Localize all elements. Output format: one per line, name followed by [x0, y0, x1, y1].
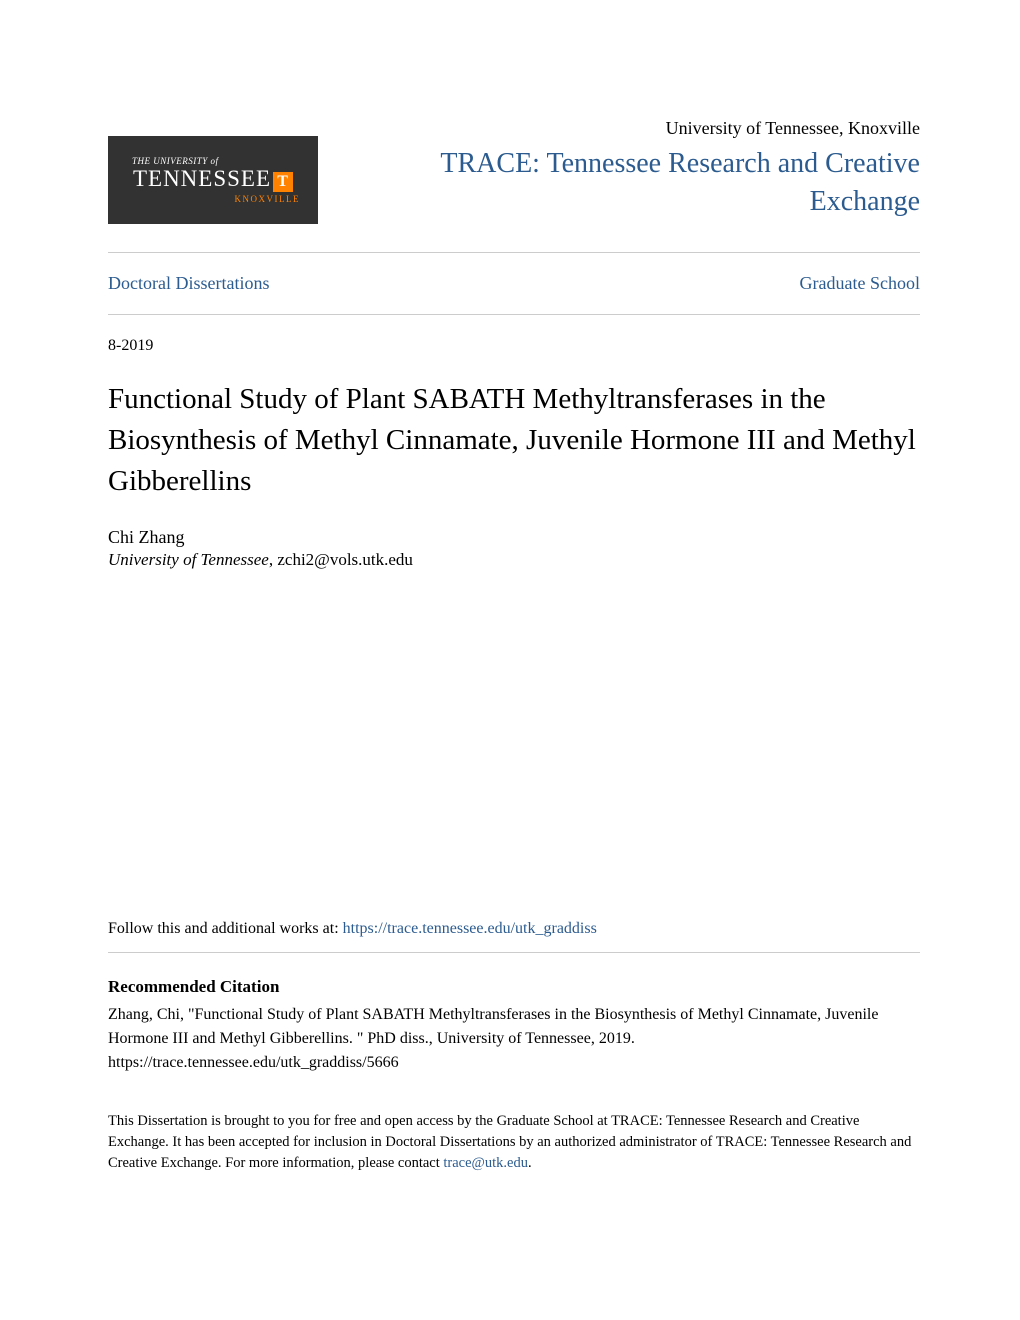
header-text-block: University of Tennessee, Knoxville TRACE…: [368, 118, 920, 221]
follow-prefix: Follow this and additional works at:: [108, 920, 343, 937]
institution-name: University of Tennessee, Knoxville: [368, 118, 920, 139]
document-title: Functional Study of Plant SABATH Methylt…: [108, 379, 920, 503]
author-affiliation: University of Tennessee, zchi2@vols.utk.…: [108, 550, 920, 570]
logo-main: TENNESSEET: [133, 166, 293, 192]
divider-nav: [108, 314, 920, 315]
contact-link[interactable]: trace@utk.edu: [443, 1155, 528, 1171]
logo-pretext: THE UNIVERSITY of: [132, 156, 219, 166]
citation-text: Zhang, Chi, "Functional Study of Plant S…: [108, 1003, 920, 1075]
citation-heading: Recommended Citation: [108, 977, 920, 997]
publication-date: 8-2019: [108, 337, 920, 355]
follow-line: Follow this and additional works at: htt…: [108, 920, 920, 938]
author-institution: University of Tennessee: [108, 550, 269, 569]
license-suffix: .: [528, 1155, 532, 1171]
logo-campus: KNOXVILLE: [235, 194, 301, 204]
author-email: zchi2@vols.utk.edu: [277, 550, 413, 569]
collection-link[interactable]: Doctoral Dissertations: [108, 273, 269, 294]
institution-logo: THE UNIVERSITY of TENNESSEET KNOXVILLE: [108, 136, 318, 224]
logo-t-icon: T: [273, 172, 293, 192]
license-block: This Dissertation is brought to you for …: [108, 1111, 920, 1174]
logo-main-text: TENNESSEE: [133, 166, 271, 192]
repository-link[interactable]: TRACE: Tennessee Research and Creative E…: [440, 148, 920, 217]
divider-follow: [108, 952, 920, 953]
header-row: THE UNIVERSITY of TENNESSEET KNOXVILLE U…: [108, 118, 920, 224]
school-link[interactable]: Graduate School: [800, 273, 920, 294]
follow-link[interactable]: https://trace.tennessee.edu/utk_graddiss: [343, 920, 597, 937]
breadcrumb-nav: Doctoral Dissertations Graduate School: [108, 253, 920, 314]
follow-section: Follow this and additional works at: htt…: [108, 920, 920, 1174]
author-name: Chi Zhang: [108, 527, 920, 548]
